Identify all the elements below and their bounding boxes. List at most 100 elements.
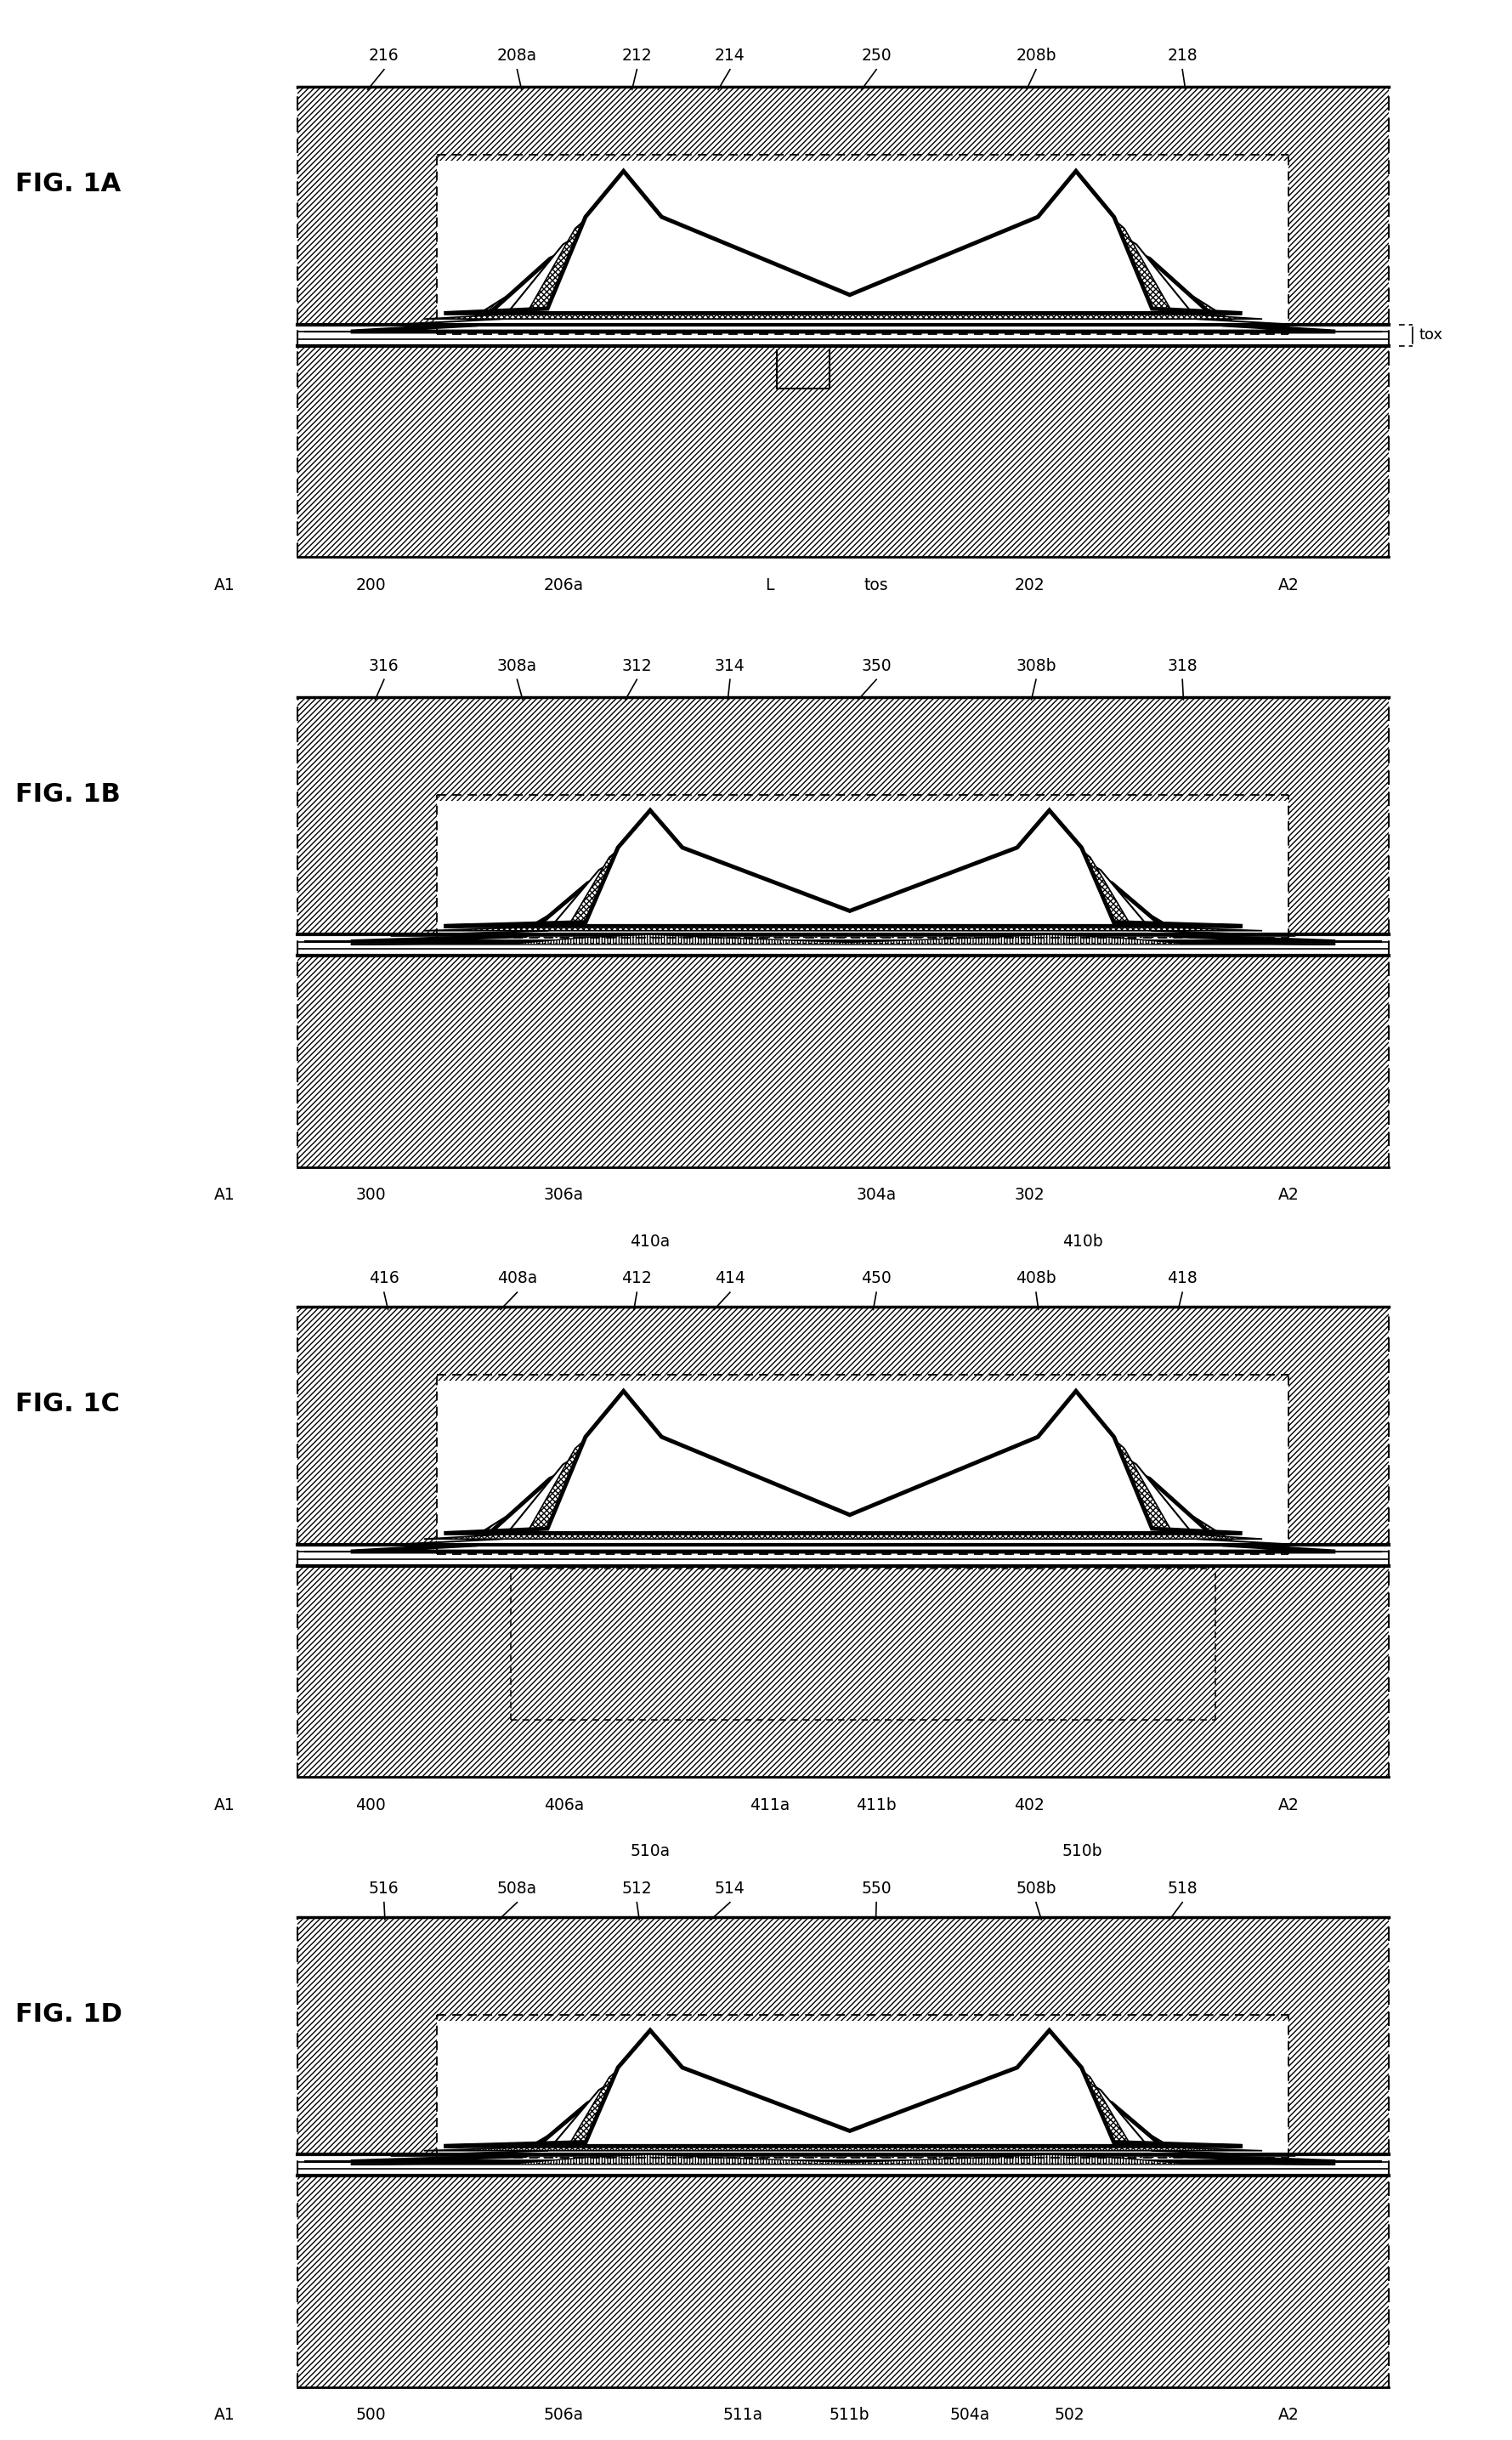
Bar	[298, 2176, 1388, 2386]
Bar	[298, 956, 1388, 1166]
Text: A2: A2	[1278, 1186, 1299, 1203]
Text: 300: 300	[355, 1186, 386, 1203]
Text: 511b: 511b	[830, 2406, 869, 2423]
Polygon shape	[351, 227, 1335, 332]
Text: 218: 218	[1167, 49, 1198, 63]
Text: 312: 312	[621, 659, 652, 673]
Text: 408b: 408b	[1016, 1271, 1057, 1286]
Bar	[298, 346, 1388, 556]
Text: 418: 418	[1167, 1271, 1198, 1286]
Text: FIG. 1C: FIG. 1C	[15, 1391, 119, 1418]
Bar	[1288, 1308, 1388, 1545]
Text: L: L	[765, 576, 774, 593]
Polygon shape	[351, 2076, 1335, 2162]
Bar	[437, 1308, 1288, 1381]
Text: 206a: 206a	[544, 576, 584, 593]
Text: 304a: 304a	[856, 1186, 897, 1203]
Text: 510a: 510a	[631, 1842, 670, 1859]
Text: A1: A1	[213, 1186, 234, 1203]
Bar	[1288, 698, 1388, 935]
Bar	[298, 88, 437, 325]
Polygon shape	[390, 1427, 1296, 1545]
Text: 411a: 411a	[750, 1796, 789, 1813]
Polygon shape	[304, 876, 1382, 942]
Polygon shape	[423, 185, 1263, 320]
Text: A1: A1	[213, 2406, 234, 2423]
Bar	[437, 1308, 1288, 1381]
Text: 316: 316	[369, 659, 399, 673]
Polygon shape	[445, 810, 1243, 927]
Bar	[437, 88, 1288, 161]
Text: 314: 314	[715, 659, 745, 673]
Text: 250: 250	[862, 49, 892, 63]
Polygon shape	[423, 822, 1263, 930]
Text: 518: 518	[1167, 1881, 1198, 1896]
Bar	[298, 698, 437, 935]
Bar	[1288, 1918, 1388, 2155]
Polygon shape	[423, 1405, 1263, 1540]
Text: FIG. 1A: FIG. 1A	[15, 171, 121, 198]
Bar	[1288, 88, 1388, 325]
Text: 302: 302	[1015, 1186, 1045, 1203]
Text: 510b: 510b	[1063, 1842, 1102, 1859]
Text: 516: 516	[369, 1881, 399, 1896]
Bar	[298, 1918, 1388, 2386]
Bar	[298, 698, 437, 935]
Polygon shape	[390, 2059, 1296, 2157]
Polygon shape	[390, 207, 1296, 325]
Text: 208a: 208a	[497, 49, 537, 63]
Text: 212: 212	[621, 49, 652, 63]
Text: 414: 414	[715, 1271, 745, 1286]
Polygon shape	[351, 935, 1335, 944]
Bar	[1288, 1308, 1388, 1545]
Text: 500: 500	[355, 2406, 386, 2423]
Text: 216: 216	[369, 49, 399, 63]
Polygon shape	[423, 2042, 1263, 2150]
Text: A2: A2	[1278, 576, 1299, 593]
Text: 511a: 511a	[723, 2406, 764, 2423]
Bar	[298, 1308, 437, 1545]
Text: 504a: 504a	[950, 2406, 989, 2423]
Bar	[298, 698, 1388, 1166]
Text: 411b: 411b	[856, 1796, 897, 1813]
Bar	[437, 1918, 1288, 2020]
Bar	[298, 346, 1388, 556]
Text: tox: tox	[1420, 327, 1442, 344]
Bar	[298, 1566, 1388, 1776]
Text: 410b: 410b	[1063, 1232, 1102, 1249]
Text: 506a: 506a	[544, 2406, 584, 2423]
Text: A1: A1	[213, 1796, 234, 1813]
Text: 408a: 408a	[497, 1271, 537, 1286]
Bar	[298, 2176, 1388, 2386]
Text: 350: 350	[862, 659, 892, 673]
Text: A2: A2	[1278, 1796, 1299, 1813]
Polygon shape	[390, 839, 1296, 937]
Polygon shape	[351, 1447, 1335, 1552]
Text: 514: 514	[715, 1881, 745, 1896]
Bar	[298, 1918, 437, 2155]
Text: 400: 400	[355, 1796, 386, 1813]
Text: 200: 200	[355, 576, 386, 593]
Text: 412: 412	[621, 1271, 652, 1286]
Bar	[298, 1308, 437, 1545]
Bar	[437, 1918, 1288, 2020]
Text: 214: 214	[715, 49, 745, 63]
Polygon shape	[304, 249, 1382, 332]
Polygon shape	[445, 2030, 1243, 2147]
Text: 318: 318	[1167, 659, 1198, 673]
Polygon shape	[351, 856, 1335, 942]
Bar	[437, 88, 1288, 161]
Text: 450: 450	[862, 1271, 892, 1286]
Bar	[298, 88, 1388, 556]
Polygon shape	[304, 1469, 1382, 1552]
Text: 550: 550	[862, 1881, 892, 1896]
Bar	[1288, 1918, 1388, 2155]
Bar	[298, 956, 1388, 1166]
Text: 416: 416	[369, 1271, 399, 1286]
Text: 308a: 308a	[497, 659, 537, 673]
Text: tos: tos	[865, 576, 889, 593]
Bar	[298, 1918, 437, 2155]
Bar	[298, 88, 437, 325]
Text: 502: 502	[1054, 2406, 1084, 2423]
Polygon shape	[351, 2155, 1335, 2164]
